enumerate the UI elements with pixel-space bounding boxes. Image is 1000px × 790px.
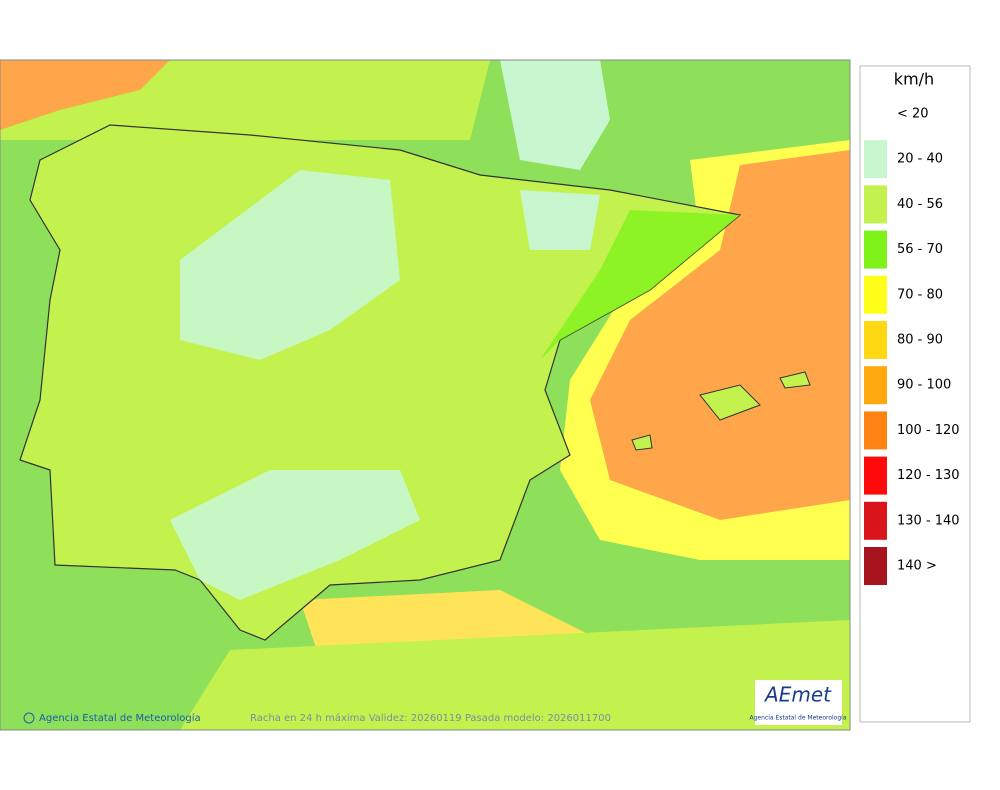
island — [631, 434, 653, 451]
sea-wind-patch — [0, 60, 170, 130]
legend-label: 56 - 70 — [897, 242, 943, 257]
legend-swatch — [864, 547, 887, 585]
legend-label: 90 - 100 — [897, 378, 951, 393]
low-wind-area — [180, 170, 400, 360]
credit: Agencia Estatal de Meteorología — [39, 712, 201, 724]
caption: Racha en 24 h máxima Validez: 20260119 P… — [250, 712, 611, 724]
sea-wind-patch — [0, 60, 490, 140]
legend-label: 120 - 130 — [897, 468, 960, 483]
island — [699, 384, 761, 421]
legend-label: 80 - 90 — [897, 333, 943, 348]
legend-swatch — [864, 411, 887, 450]
legend-swatch — [864, 140, 887, 179]
legend-label: < 20 — [897, 107, 929, 122]
legend-swatch — [864, 185, 887, 224]
legend-label: 130 - 140 — [897, 513, 960, 528]
legend-swatch — [864, 501, 887, 540]
legend-label: 100 - 120 — [897, 423, 960, 438]
africa-land — [180, 620, 850, 730]
legend-title: km/h — [894, 70, 934, 89]
legend-label: 140 > — [897, 559, 937, 574]
legend-label: 20 - 40 — [897, 152, 943, 167]
legend-swatch — [864, 275, 887, 314]
legend-swatch — [864, 230, 887, 269]
logo-name: AEmet — [763, 683, 832, 707]
legend-swatch — [864, 456, 887, 495]
copyright-icon — [23, 712, 35, 724]
legend-label: 40 - 56 — [897, 197, 943, 212]
logo-subtitle: Agencia Estatal de Meteorología — [750, 715, 847, 722]
logo-box — [755, 680, 842, 725]
legend-swatch — [864, 321, 887, 359]
low-wind-area — [170, 470, 420, 600]
sea-wind-patch — [500, 60, 610, 170]
legend-label: 70 - 80 — [897, 287, 943, 302]
sea-wind-patch — [590, 150, 850, 520]
map-frame — [0, 59, 851, 731]
low-wind-area — [520, 190, 600, 250]
legend-swatch — [864, 366, 887, 405]
high-wind-area — [540, 210, 740, 360]
island — [779, 371, 811, 389]
